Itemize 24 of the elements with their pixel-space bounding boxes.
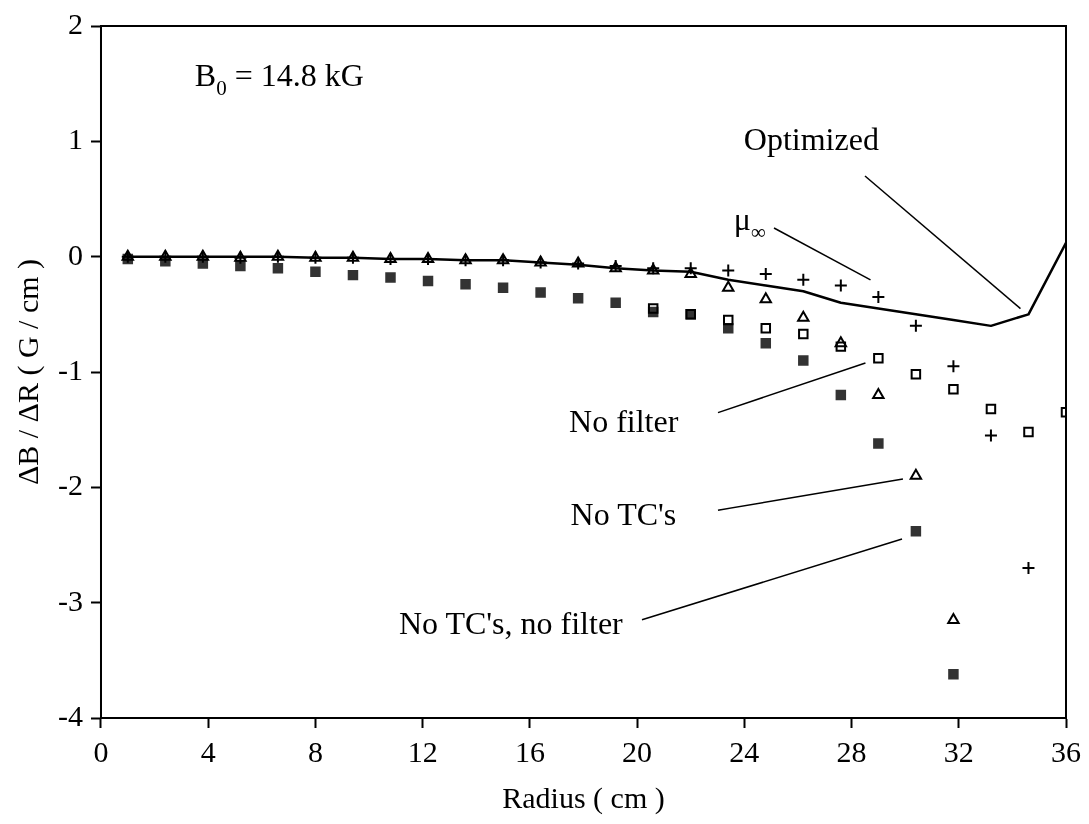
annotation: No TC's, no filter	[398, 605, 624, 642]
x-tick-label: 20	[622, 734, 653, 768]
x-tick-label: 8	[307, 734, 323, 768]
y-tick-label: -1	[57, 352, 83, 386]
x-tick-label: 32	[943, 734, 974, 768]
x-tick-label: 36	[1051, 734, 1081, 768]
y-tick-label: -2	[57, 468, 83, 502]
y-axis-title: ΔB / ΔR ( G / cm )	[10, 258, 45, 486]
annotation: μ∞	[733, 201, 766, 244]
annotation: No TC's	[570, 495, 677, 532]
y-tick-label: -3	[57, 583, 83, 617]
x-axis-title: Radius ( cm )	[502, 780, 665, 815]
y-tick-label: -4	[57, 698, 83, 732]
annotation: No filter	[569, 403, 679, 440]
y-tick-label: 1	[67, 122, 83, 156]
x-tick-label: 4	[200, 734, 216, 768]
y-tick-label: 2	[67, 6, 83, 40]
y-tick-label: 0	[67, 237, 83, 271]
annotation: Optimized	[743, 120, 879, 157]
x-tick-label: 16	[514, 734, 545, 768]
x-tick-label: 0	[93, 734, 109, 768]
x-tick-label: 12	[407, 734, 438, 768]
x-tick-label: 28	[836, 734, 867, 768]
x-tick-label: 24	[729, 734, 760, 768]
